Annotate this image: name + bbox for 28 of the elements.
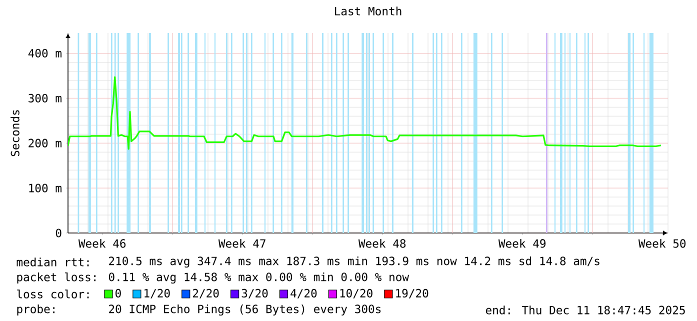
text: 20 ICMP Echo Pings (56 Bytes) every 300s: [109, 304, 381, 316]
x-tick-label: Week 50: [638, 238, 686, 248]
legend-label: 3/20: [242, 288, 268, 298]
y-tick-label: 200 m: [28, 138, 62, 148]
legend-label: 19/20: [396, 288, 428, 298]
y-tick-label: 400 m: [28, 48, 62, 58]
legend-label: 10/20: [340, 288, 372, 298]
x-tick-label: Week 48: [358, 238, 406, 248]
text: end: Thu Dec 11 18:47:45 2025: [486, 306, 685, 314]
chart-title: Last Month: [335, 6, 402, 16]
legend-label: 1/20: [144, 288, 170, 298]
legend-label: 2/20: [193, 288, 219, 298]
text: 0.11 % avg 14.58 % max 0.00 % min 0.00 % now: [108, 272, 410, 284]
x-tick-label: Week 46: [78, 238, 126, 248]
text: probe:: [17, 304, 54, 316]
text: 210.5 ms avg 347.4 ms max 187.3 ms min 193.9 ms now 14.2 ms sd 14.8 am/s: [109, 256, 600, 268]
legend-label: 4/20: [290, 288, 317, 298]
y-tick-label: 100 m: [29, 184, 62, 192]
y-tick-label: 300 m: [28, 94, 62, 102]
x-tick-label: Week 47: [218, 238, 266, 248]
text: packet loss:: [17, 272, 96, 284]
legend-label: 0: [116, 288, 121, 298]
x-tick-label: Week 49: [498, 238, 546, 248]
legend-title: loss color:: [17, 290, 89, 298]
y-axis-title: Seconds: [10, 110, 20, 156]
y-tick-label: 0: [56, 228, 62, 238]
text: median rtt:: [16, 258, 89, 266]
line-series: [68, 76, 662, 150]
